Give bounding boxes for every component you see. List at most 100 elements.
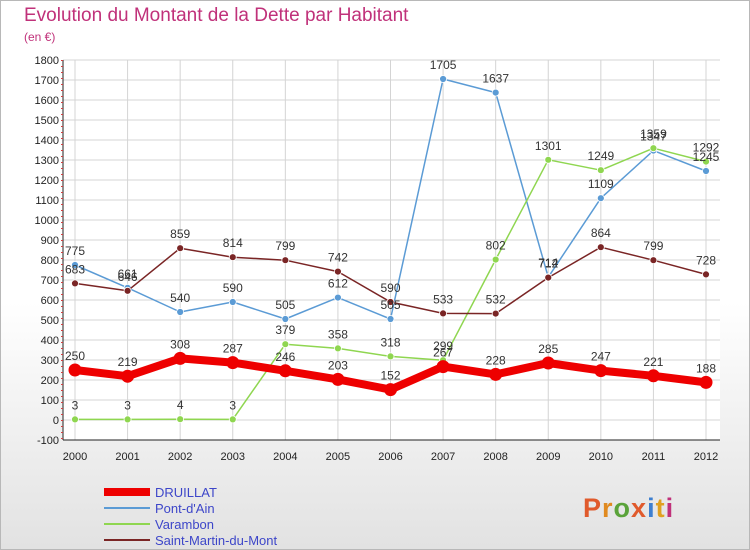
- data-point: [386, 315, 395, 323]
- legend-label: Pont-d'Ain: [155, 501, 215, 516]
- data-label: 358: [328, 327, 348, 341]
- data-point: [121, 369, 135, 383]
- x-tick-label: 2004: [273, 451, 297, 463]
- data-point: [228, 415, 237, 424]
- data-label: 714: [538, 256, 558, 270]
- data-point: [228, 253, 237, 262]
- data-point: [541, 356, 555, 370]
- data-point: [334, 293, 342, 302]
- data-point: [649, 144, 658, 153]
- data-point: [702, 167, 710, 175]
- y-tick-label: 100: [41, 395, 59, 407]
- data-label: 1347: [640, 130, 667, 144]
- x-tick-label: 2002: [168, 451, 192, 463]
- data-label: 742: [328, 251, 348, 265]
- x-tick-label: 2001: [115, 451, 139, 463]
- data-point: [71, 279, 79, 288]
- y-tick-label: 1800: [35, 55, 59, 67]
- x-tick-label: 2000: [63, 451, 87, 463]
- x-tick-label: 2007: [431, 451, 455, 463]
- data-point: [334, 267, 342, 276]
- data-point: [176, 415, 185, 424]
- data-label: 646: [118, 270, 138, 284]
- data-point: [702, 157, 710, 166]
- proxiti-logo: Proxiti: [583, 493, 675, 523]
- data-label: 533: [433, 292, 453, 306]
- data-label: 285: [538, 342, 558, 356]
- data-label: 1292: [693, 141, 720, 155]
- data-label: 267: [433, 346, 453, 360]
- data-label: 1705: [430, 58, 457, 72]
- data-label: 532: [486, 293, 506, 307]
- data-label: 799: [643, 239, 663, 253]
- data-label: 775: [65, 244, 85, 258]
- data-label: 287: [223, 342, 243, 356]
- data-label: 3: [124, 398, 131, 412]
- data-point: [123, 286, 132, 295]
- data-point: [176, 244, 185, 253]
- data-label: 661: [118, 267, 138, 281]
- data-point: [334, 344, 342, 353]
- data-label: 590: [380, 281, 400, 295]
- data-label: 864: [591, 226, 611, 240]
- y-tick-label: -100: [37, 435, 59, 447]
- data-point: [226, 356, 240, 370]
- data-point: [699, 375, 713, 389]
- chart-unit-label: (en €): [24, 30, 56, 44]
- data-label: 3: [229, 398, 236, 412]
- x-tick-label: 2006: [378, 451, 402, 463]
- x-tick-label: 2005: [326, 451, 350, 463]
- data-label: 859: [170, 227, 190, 241]
- data-point: [123, 415, 132, 424]
- data-point: [386, 352, 395, 361]
- y-tick-label: 1000: [35, 215, 59, 227]
- data-label: 219: [118, 355, 138, 369]
- y-tick-label: 1400: [35, 135, 59, 147]
- data-point: [596, 243, 605, 252]
- data-label: 802: [486, 239, 506, 253]
- x-tick-label: 2008: [483, 451, 507, 463]
- data-point: [228, 298, 237, 306]
- y-tick-label: 0: [53, 415, 59, 427]
- data-label: 221: [643, 355, 663, 369]
- y-tick-label: 1500: [35, 115, 59, 127]
- data-point: [439, 75, 447, 83]
- data-label: 318: [380, 335, 400, 349]
- data-point: [491, 309, 500, 318]
- data-point: [386, 298, 395, 306]
- data-point: [281, 315, 290, 323]
- y-tick-label: 500: [41, 315, 59, 327]
- y-tick-label: 900: [41, 235, 59, 247]
- data-point: [596, 166, 605, 175]
- y-tick-label: 1700: [35, 75, 59, 87]
- data-label: 247: [591, 350, 611, 364]
- y-tick-label: 1300: [35, 155, 59, 167]
- data-point: [176, 308, 185, 316]
- data-label: 505: [380, 298, 400, 312]
- data-point: [436, 360, 450, 374]
- y-tick-label: 300: [41, 355, 59, 367]
- data-point: [71, 261, 79, 269]
- data-label: 299: [433, 339, 453, 353]
- legend-label: DRUILLAT: [155, 485, 217, 500]
- data-point: [646, 369, 660, 383]
- x-tick-label: 2009: [536, 451, 560, 463]
- data-label: 1249: [587, 149, 614, 163]
- data-point: [281, 340, 290, 349]
- legend-label: Varambon: [155, 517, 214, 532]
- y-tick-label: 1200: [35, 175, 59, 187]
- legend-label: Saint-Martin-du-Mont: [155, 533, 277, 548]
- x-tick-label: 2012: [694, 451, 718, 463]
- data-label: 590: [223, 281, 243, 295]
- chart-title: Evolution du Montant de la Dette par Hab…: [24, 5, 409, 26]
- data-point: [544, 155, 553, 164]
- data-point: [596, 194, 605, 203]
- data-label: 540: [170, 291, 190, 305]
- data-label: 1637: [482, 72, 509, 86]
- data-label: 683: [65, 262, 85, 276]
- y-tick-label: 200: [41, 375, 59, 387]
- data-label: 612: [328, 277, 348, 291]
- data-label: 250: [65, 349, 85, 363]
- data-label: 1245: [693, 150, 720, 164]
